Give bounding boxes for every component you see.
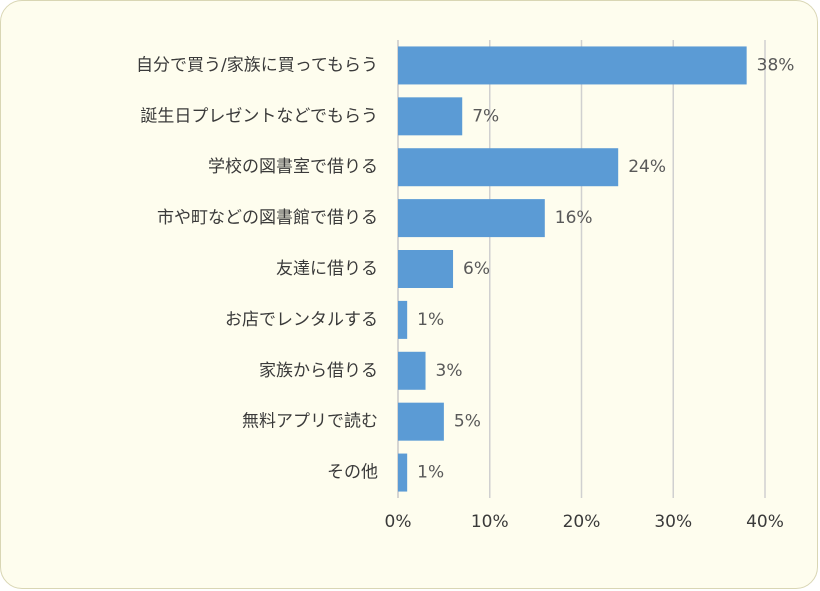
category-label: 無料アプリで読む — [242, 412, 378, 432]
data-label: 1% — [417, 463, 444, 483]
x-tick-label: 40% — [746, 512, 784, 532]
data-label: 24% — [628, 157, 666, 177]
category-label: お店でレンタルする — [225, 310, 378, 330]
data-label: 16% — [555, 208, 593, 228]
category-label: 学校の図書室で借りる — [208, 157, 378, 177]
x-tick-label: 10% — [471, 512, 509, 532]
category-label: 自分で買う/家族に買ってもらう — [136, 55, 378, 75]
category-label: 家族から借りる — [259, 361, 378, 381]
x-tick-label: 20% — [563, 512, 601, 532]
x-tick-label: 0% — [385, 512, 412, 532]
category-labels: 自分で買う/家族に買ってもらう誕生日プレゼントなどでもらう学校の図書室で借りる市… — [136, 55, 378, 482]
bar — [398, 199, 545, 238]
x-tick-label: 30% — [654, 512, 692, 532]
bar — [398, 402, 444, 441]
category-label: 誕生日プレゼントなどでもらう — [140, 106, 378, 126]
bar — [398, 46, 747, 85]
data-label: 38% — [757, 55, 795, 75]
bar — [398, 300, 408, 339]
bar — [398, 351, 426, 390]
bars — [398, 46, 747, 492]
data-label: 5% — [454, 412, 481, 432]
category-label: 市や町などの図書館で借りる — [157, 208, 378, 228]
bar — [398, 250, 454, 288]
value-labels: 38% 7% 24% 16% 6% 1% 3% 5% 1% — [417, 55, 794, 482]
data-label: 3% — [436, 361, 463, 381]
data-label: 6% — [463, 259, 490, 279]
bar — [398, 148, 619, 187]
bar — [398, 97, 463, 136]
x-axis-tick-labels: 0% 10% 20% 30% 40% — [385, 512, 784, 532]
category-label: 友達に借りる — [276, 259, 378, 279]
category-label: その他 — [327, 463, 378, 483]
data-label: 1% — [417, 310, 444, 330]
data-label: 7% — [472, 106, 499, 126]
bar — [398, 453, 408, 492]
